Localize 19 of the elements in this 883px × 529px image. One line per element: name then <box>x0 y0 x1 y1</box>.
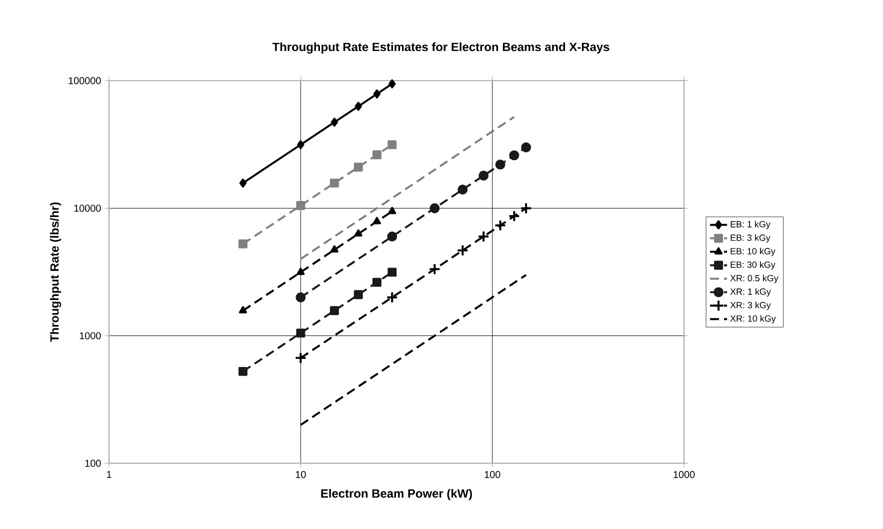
legend-label: EB: 10 kGy <box>730 248 776 256</box>
y-tick-label: 10000 <box>74 204 101 212</box>
x-tick-label: 10 <box>296 471 306 478</box>
legend-label: XR: 3 kGy <box>730 302 771 310</box>
legend-label: EB: 1 kGy <box>730 220 770 230</box>
legend-label: EB: 30 kGy <box>730 261 776 270</box>
legend-label: XR: 1 kGy <box>730 288 771 297</box>
y-tick-label: 100000 <box>68 77 101 84</box>
x-tick-label: 100 <box>484 471 500 478</box>
x-tick-label: 1 <box>107 471 112 478</box>
legend-label: XR: 10 kGy <box>730 315 776 324</box>
y-tick-label: 100 <box>85 460 101 467</box>
x-tick-label: 1000 <box>674 471 695 478</box>
legend-label: EB: 3 kGy <box>730 234 770 243</box>
x-axis-title: Electron Beam Power (kW) <box>321 488 472 500</box>
y-tick-label: 1000 <box>80 332 101 340</box>
legend-label: XR: 0.5 kGy <box>730 274 778 284</box>
y-axis-title: Throughput Rate (lbs/hr) <box>50 202 62 342</box>
chart-title: Throughput Rate Estimates for Electron Beams and X-Rays <box>272 42 610 54</box>
